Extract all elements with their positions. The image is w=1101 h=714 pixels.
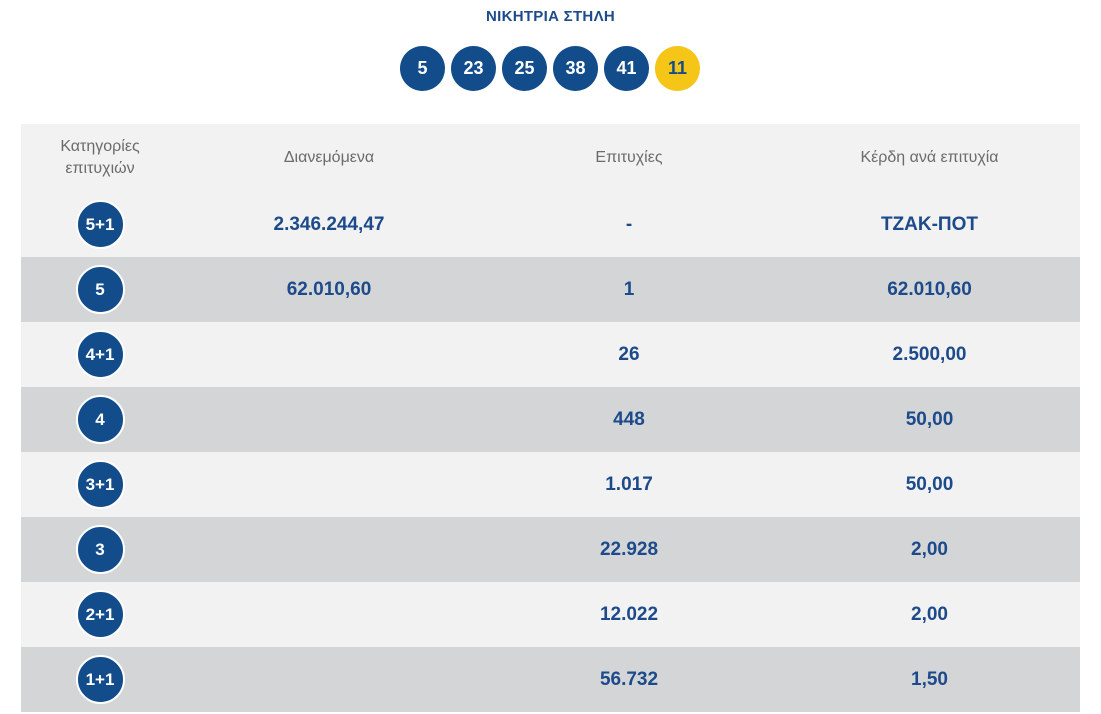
distributed-value: 62.010,60	[286, 278, 372, 300]
winners-value: 26	[618, 343, 640, 365]
header-categories-line1: Κατηγορίες	[60, 138, 140, 155]
header-winners: Επιτυχίες	[595, 149, 663, 166]
distributed-value	[179, 517, 479, 582]
winning-number-ball: 23	[451, 46, 496, 91]
winners-value: 1.017	[605, 473, 653, 495]
distributed-value	[179, 387, 479, 452]
winners-value: 448	[613, 408, 645, 430]
category-badge: 5+1	[75, 200, 125, 249]
category-badge: 1+1	[75, 655, 125, 704]
prize-value: 2,00	[911, 538, 948, 560]
prize-value: 62.010,60	[887, 278, 972, 300]
table-row: 1+1 56.732 1,50	[21, 647, 1080, 712]
header-categories: Κατηγορίες επιτυχιών	[21, 124, 179, 192]
winning-number-ball: 38	[553, 46, 598, 91]
table-header: Κατηγορίες επιτυχιών Διανεμόμενα Επιτυχίε…	[21, 124, 1080, 192]
prize-value: ΤΖΑΚ-ΠΟΤ	[880, 213, 979, 235]
category-badge: 3+1	[75, 460, 125, 509]
distributed-value: 2.346.244,47	[273, 213, 385, 235]
table-row: 5+1 2.346.244,47 - ΤΖΑΚ-ΠΟΤ	[21, 192, 1080, 257]
winning-number-ball: 5	[400, 46, 445, 91]
winning-numbers: 5 23 25 38 41 11	[400, 46, 700, 91]
table-row: 4+1 26 2.500,00	[21, 322, 1080, 387]
table-row: 4 448 50,00	[21, 387, 1080, 452]
header-categories-line2: επιτυχιών	[65, 160, 135, 177]
distributed-value	[179, 582, 479, 647]
category-badge: 4	[75, 395, 125, 444]
prize-value: 1,50	[911, 668, 948, 690]
winners-value: 1	[623, 278, 635, 300]
prize-value: 2.500,00	[892, 343, 967, 365]
winners-value: 22.928	[599, 538, 659, 560]
header-distributed: Διανεμόμενα	[283, 149, 375, 166]
category-badge: 3	[75, 525, 125, 574]
winning-number-ball: 41	[604, 46, 649, 91]
distributed-value	[179, 452, 479, 517]
bonus-number-ball: 11	[655, 46, 700, 91]
table-row: 2+1 12.022 2,00	[21, 582, 1080, 647]
table-row: 3+1 1.017 50,00	[21, 452, 1080, 517]
prize-value: 50,00	[905, 473, 954, 495]
prize-table: Κατηγορίες επιτυχιών Διανεμόμενα Επιτυχίε…	[21, 124, 1080, 712]
distributed-value	[179, 647, 479, 712]
winners-value: 12.022	[599, 603, 659, 625]
winning-number-ball: 25	[502, 46, 547, 91]
winning-column-title: ΝΙΚΗΤΡΙΑ ΣΤΗΛΗ	[485, 8, 616, 25]
category-badge: 4+1	[75, 330, 125, 379]
prize-value: 50,00	[905, 408, 954, 430]
prize-value: 2,00	[911, 603, 948, 625]
table-row: 3 22.928 2,00	[21, 517, 1080, 582]
category-badge: 5	[75, 265, 125, 314]
category-badge: 2+1	[75, 590, 125, 639]
header-prize-per-winner: Κέρδη ανά επιτυχία	[860, 149, 999, 166]
winners-value: -	[625, 213, 633, 235]
distributed-value	[179, 322, 479, 387]
table-row: 5 62.010,60 1 62.010,60	[21, 257, 1080, 322]
winners-value: 56.732	[599, 668, 659, 690]
